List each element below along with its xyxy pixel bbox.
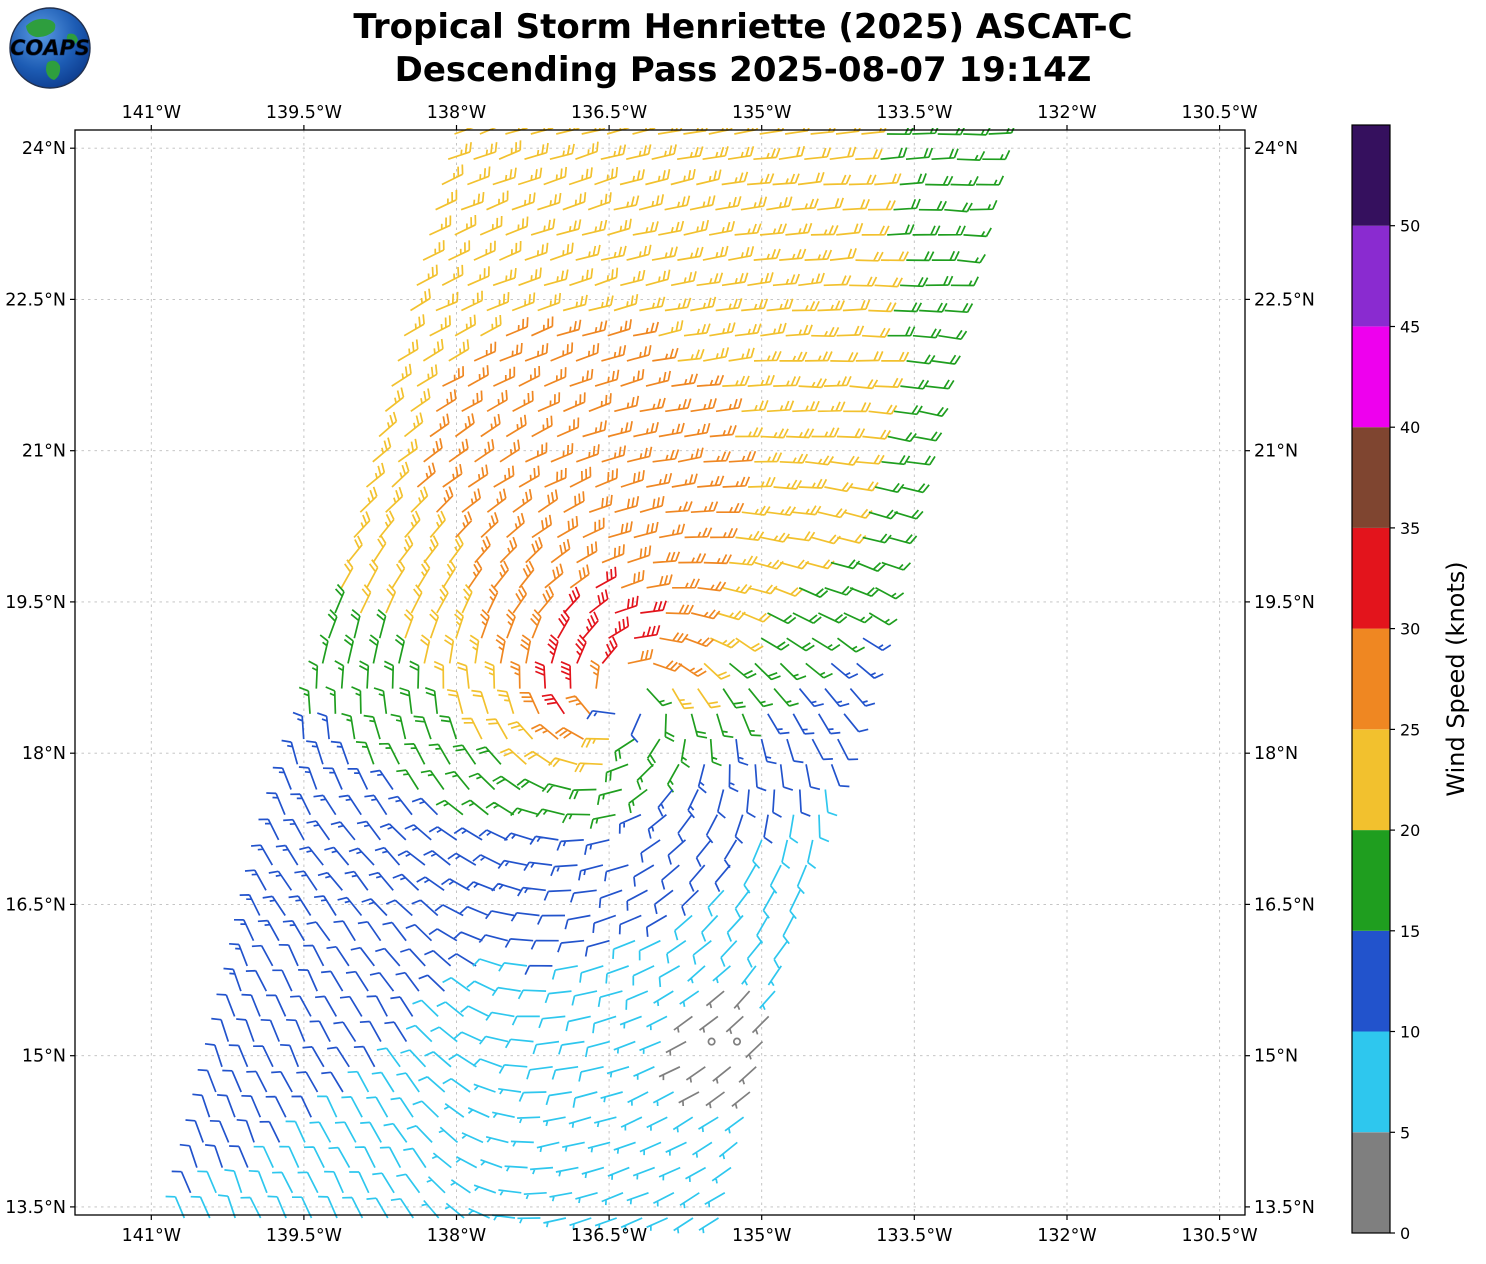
lat-tick-label-right: 13.5°N [1254, 1198, 1315, 1218]
wind-barb-band-7f7f7f [658, 990, 770, 1109]
logo-land-north [26, 18, 56, 38]
lon-tick-label-bottom: 139.5°W [266, 1226, 342, 1246]
colorbar-band-5-10 [1352, 1031, 1390, 1133]
lat-tick-label-right: 16.5°N [1254, 895, 1315, 915]
wind-barbs [165, 128, 1015, 1234]
plot-subtitle: Descending Pass 2025-08-07 19:14Z [394, 49, 1092, 90]
colorbar-band-35-40 [1352, 427, 1390, 528]
lon-tick-label-bottom: 136.5°W [571, 1226, 647, 1246]
colorbar-tick-label: 25 [1400, 720, 1420, 739]
colorbar-tick-label: 5 [1400, 1123, 1410, 1142]
colorbar-band-40-45 [1352, 326, 1390, 428]
plot-frame [74, 129, 1246, 1216]
lat-tick-label-left: 21°N [22, 442, 66, 462]
colorbar-band-10-15 [1352, 930, 1390, 1032]
lat-tick-label-left: 13.5°N [5, 1198, 66, 1218]
colorbar-band-25-30 [1352, 628, 1390, 730]
lat-tick-label-left: 15°N [22, 1047, 66, 1067]
lon-tick-label-bottom: 130.5°W [1182, 1226, 1258, 1246]
lat-tick-label-left: 18°N [22, 744, 66, 764]
colorbar-tick-label: 0 [1400, 1224, 1410, 1243]
lon-tick-label-bottom: 133.5°W [876, 1226, 952, 1246]
lon-tick-label-bottom: 132°W [1037, 1226, 1096, 1246]
colorbar-band-0-5 [1352, 1132, 1390, 1233]
wind-barb-band-2253cc [171, 637, 892, 1194]
logo-text: COAPS [10, 36, 90, 60]
colorbar-tick-label: 15 [1400, 922, 1420, 941]
colorbar-band-20-25 [1352, 729, 1390, 831]
lat-tick-label-left: 16.5°N [5, 895, 66, 915]
colorbar-outline [1351, 124, 1391, 1234]
wind-barb-band-1f9e1f [298, 128, 1015, 829]
coaps-logo: COAPS [6, 4, 94, 92]
lat-tick-label-left: 24°N [22, 139, 66, 159]
colorbar-tick-label: 10 [1400, 1023, 1420, 1042]
colorbar-band-50-55 [1352, 125, 1390, 226]
grid-lines [75, 130, 1245, 1215]
lon-tick-label-top: 141°W [122, 103, 181, 123]
lat-tick-label-right: 22.5°N [1254, 290, 1315, 310]
lon-tick-label-top: 135°W [732, 103, 791, 123]
colorbar-tick-label: 50 [1400, 217, 1420, 236]
lon-tick-label-top: 136.5°W [571, 103, 647, 123]
colorbar-band-15-20 [1352, 830, 1390, 931]
lat-tick-label-right: 15°N [1254, 1047, 1298, 1067]
lon-tick-label-bottom: 141°W [122, 1226, 181, 1246]
colorbar-tick-label: 20 [1400, 821, 1420, 840]
lat-tick-label-right: 18°N [1254, 744, 1298, 764]
lon-tick-label-bottom: 135°W [732, 1226, 791, 1246]
lon-tick-label-bottom: 138°W [427, 1226, 486, 1246]
colorbar: 0 5 10 15 20 25 30 35 40 45 50 Wind Speed (knots) [1351, 124, 1470, 1243]
colorbar-band-30-35 [1352, 527, 1390, 629]
lon-tick-label-top: 133.5°W [876, 103, 952, 123]
lon-tick-label-top: 138°W [427, 103, 486, 123]
axis-labels: 141°W 141°W 139.5°W 139.5°W 138°W 138°W 136.5°… [5, 103, 1315, 1246]
wind-barb-band-2ec7ee [165, 789, 838, 1234]
lat-tick-label-left: 22.5°N [5, 290, 66, 310]
lon-tick-label-top: 132°W [1037, 103, 1096, 123]
wind-barb-band-e3141c [534, 566, 667, 715]
colorbar-axis-label: Wind Speed (knots) [1442, 561, 1470, 796]
lat-tick-label-right: 21°N [1254, 442, 1298, 462]
lon-tick-label-top: 130.5°W [1182, 103, 1258, 123]
lon-tick-label-top: 139.5°W [266, 103, 342, 123]
colorbar-tick-label: 45 [1400, 318, 1420, 337]
colorbar-band-45-50 [1352, 225, 1390, 327]
coaps-logo-graphic: COAPS [9, 7, 91, 89]
logo-land-south [46, 60, 61, 80]
axis-ticks [70, 125, 1250, 1220]
colorbar-tick-label: 35 [1400, 519, 1420, 538]
lat-tick-label-left: 19.5°N [5, 593, 66, 613]
lat-tick-label-right: 19.5°N [1254, 593, 1315, 613]
logo-land-east [66, 33, 78, 45]
colorbar-tick-label: 30 [1400, 620, 1420, 639]
wind-barb-band-ef8722 [416, 316, 757, 740]
colorbar-tick-label: 40 [1400, 418, 1420, 437]
lat-tick-label-right: 24°N [1254, 139, 1298, 159]
title-block: Tropical Storm Henriette (2025) ASCAT-C … [0, 6, 1486, 91]
plot-title: Tropical Storm Henriette (2025) ASCAT-C [353, 7, 1133, 47]
